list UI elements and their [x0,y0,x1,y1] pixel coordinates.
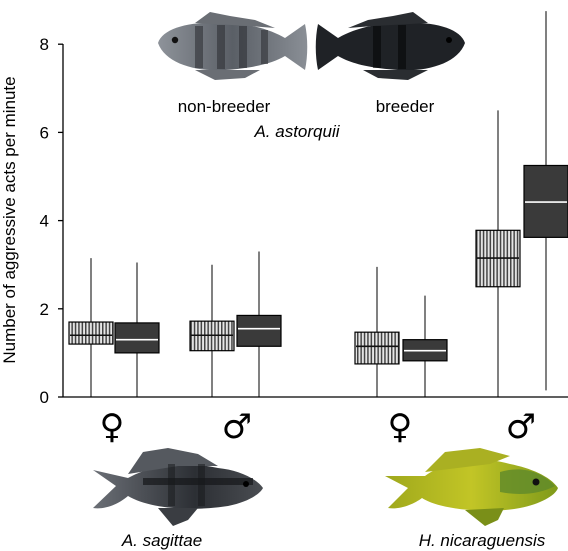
box-iqr [114,322,160,354]
box-3-non-breeder [189,264,235,397]
y-tick-label-0: 0 [40,388,49,407]
breeder-fish-image [315,12,465,80]
box-iqr [68,321,114,345]
box-iqr [236,314,282,347]
box-8-breeder [523,11,568,391]
legend-breeder: breeder [376,97,435,116]
box-5-non-breeder [354,266,400,397]
h-nicaraguensis-fish-image [385,448,558,526]
non-breeder-fish-image [158,12,308,80]
box-plots [68,11,568,397]
box-4-breeder [236,251,282,397]
box-6-breeder [402,295,448,397]
box-2-breeder [114,262,160,397]
sex-symbol-female-2: ♀ [388,407,413,447]
box-1-non-breeder [68,258,114,397]
species-label-nicaraguensis: H. nicaraguensis [419,531,546,550]
legend-non-breeder: non-breeder [178,97,271,116]
y-axis-ticks: 0 2 4 6 8 [40,35,63,407]
y-tick-label-4: 8 [40,35,49,54]
y-tick-label-2: 4 [40,212,49,231]
sex-symbol-male-2: ♂ [506,407,536,447]
a-sagittae-fish-image [93,448,263,526]
legend-species: A. astorquii [253,122,340,141]
y-axis-title: Number of aggressive acts per minute [0,76,19,363]
sex-symbol-female-1: ♀ [100,407,125,447]
y-tick-label-1: 2 [40,300,49,319]
species-label-sagittae: A. sagittae [121,531,202,550]
sex-symbol-male-1: ♂ [222,407,252,447]
box-iqr [354,331,400,365]
box-7-non-breeder [475,110,521,397]
y-tick-label-3: 6 [40,123,49,142]
